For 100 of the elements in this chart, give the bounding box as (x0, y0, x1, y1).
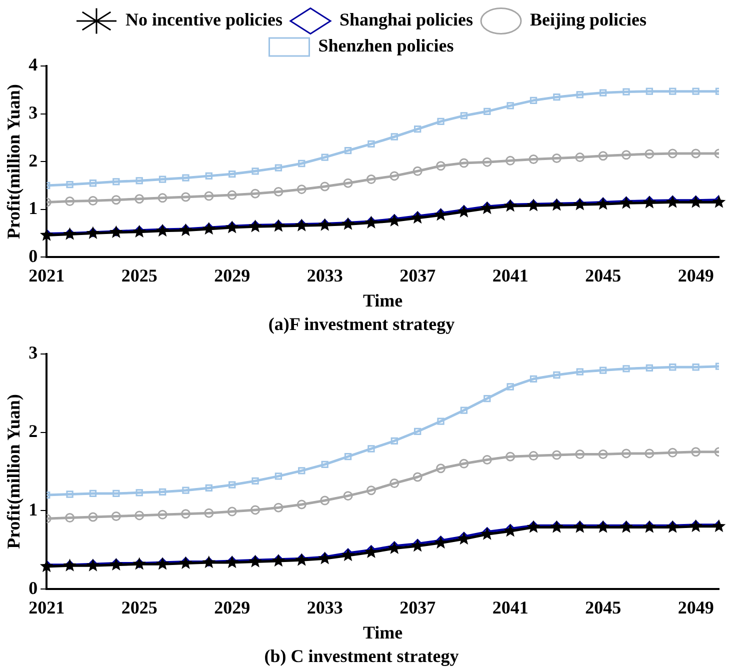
x-tick-label: 2049 (678, 266, 714, 286)
point (205, 172, 212, 180)
point (457, 532, 471, 545)
text: (a)F investment strategy (268, 314, 455, 334)
point (296, 500, 306, 510)
point (622, 365, 630, 372)
y-tick-label: 3 (28, 342, 38, 362)
point (504, 524, 517, 537)
point (506, 102, 514, 110)
x-tick-label: 2041 (492, 266, 528, 286)
x-tick-label: 2037 (400, 266, 436, 286)
y-tick-label: 3 (28, 102, 38, 122)
point (530, 96, 538, 104)
point (180, 509, 190, 519)
point (436, 161, 446, 171)
point (666, 195, 680, 208)
point (204, 508, 214, 518)
point (89, 490, 97, 498)
x-tick-label: 2045 (585, 266, 622, 286)
x-tick-label: 2021 (28, 598, 65, 618)
point (111, 195, 121, 205)
point (575, 152, 585, 162)
point (158, 176, 166, 183)
point (112, 178, 120, 186)
point (136, 489, 143, 496)
point (622, 448, 632, 458)
point (530, 375, 538, 382)
legend-label: No incentive policies (125, 10, 282, 30)
point (205, 484, 212, 492)
point (344, 453, 352, 460)
y-tick-label: 1 (28, 499, 38, 520)
point (436, 464, 446, 474)
point (250, 188, 260, 198)
x-tick-label: 2021 (28, 266, 65, 286)
point (410, 539, 424, 552)
x-tick-label: 2025 (121, 266, 158, 286)
point (642, 196, 656, 208)
point (274, 472, 282, 480)
point (689, 519, 702, 532)
point (88, 512, 98, 522)
point (274, 186, 284, 196)
point (390, 171, 400, 181)
point (553, 93, 560, 101)
point (599, 89, 607, 96)
point (644, 149, 654, 159)
point (320, 182, 330, 192)
point (482, 157, 492, 167)
point (692, 88, 700, 95)
point (65, 196, 75, 206)
point (552, 450, 562, 460)
point (321, 154, 328, 161)
point (460, 112, 468, 120)
point (414, 428, 422, 436)
point (437, 118, 444, 126)
point (112, 490, 120, 498)
point (321, 460, 328, 468)
point (390, 437, 398, 444)
point (158, 488, 166, 496)
point (134, 194, 144, 204)
point (576, 368, 584, 376)
y-tick-label: 1 (28, 198, 38, 218)
point (227, 190, 237, 200)
y-tick-label: 0 (28, 578, 38, 598)
point (622, 88, 630, 96)
point (228, 170, 236, 178)
point (298, 467, 306, 474)
point (691, 447, 701, 457)
point (506, 383, 514, 390)
point (712, 519, 726, 532)
point (341, 548, 355, 562)
point (689, 195, 702, 208)
point (368, 445, 375, 452)
point (457, 204, 471, 218)
point (368, 140, 375, 148)
x-tick-label: 2041 (492, 598, 528, 618)
point (388, 214, 402, 227)
y-tick-label: 2 (28, 420, 38, 441)
point (296, 184, 306, 194)
point (132, 224, 146, 238)
point (646, 88, 654, 95)
point (598, 449, 608, 459)
point (182, 174, 190, 182)
point (459, 458, 469, 468)
point (528, 451, 538, 461)
x-tick-label: 2037 (400, 598, 436, 618)
point (343, 491, 353, 501)
point (646, 364, 654, 372)
point (134, 510, 144, 520)
point (668, 148, 678, 158)
point (482, 454, 492, 464)
point (274, 164, 282, 172)
point (460, 406, 468, 414)
point (136, 177, 143, 184)
point (66, 490, 74, 498)
point (622, 150, 632, 160)
point (228, 481, 236, 488)
point (692, 364, 700, 371)
legend-label: Shanghai policies (339, 10, 474, 30)
point (644, 448, 654, 458)
x-tick-label: 2029 (214, 266, 250, 286)
